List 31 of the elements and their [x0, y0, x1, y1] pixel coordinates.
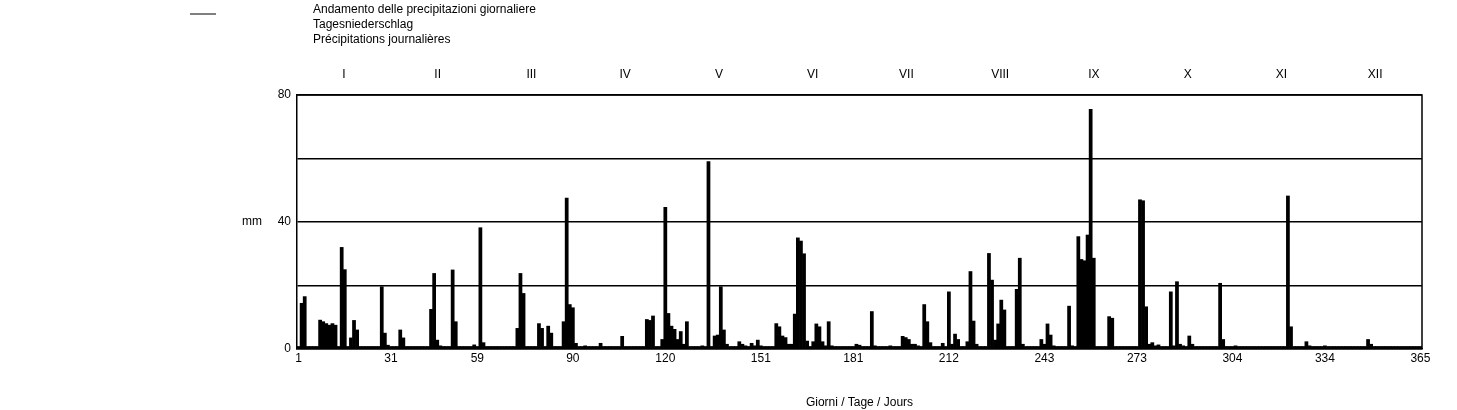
- x-tick-label: 304: [1222, 350, 1243, 365]
- x-tick-label: 212: [938, 350, 960, 365]
- x-tick-label: 273: [1126, 350, 1148, 365]
- text: V: [714, 67, 723, 82]
- text: VI: [806, 67, 819, 82]
- y-tick-label: 0: [284, 341, 292, 356]
- text: II: [434, 67, 441, 82]
- x-tick-label: 90: [566, 350, 580, 365]
- x-tick-label: 365: [1410, 350, 1431, 365]
- text: X: [1183, 67, 1192, 82]
- text: VII: [899, 67, 914, 82]
- x-tick-label: 120: [655, 350, 676, 365]
- text: IX: [1088, 67, 1100, 82]
- y-tick-label: 80: [277, 87, 292, 102]
- x-tick-label: 243: [1034, 350, 1055, 365]
- x-tick-label: 59: [470, 350, 485, 365]
- text: VIII: [991, 67, 1010, 82]
- text: I: [342, 67, 346, 82]
- text: IV: [619, 67, 631, 82]
- x-tick-label: 334: [1314, 350, 1336, 365]
- y-axis-title: mm: [242, 214, 262, 229]
- x-tick-label: 151: [750, 350, 772, 365]
- text: XII: [1367, 67, 1383, 82]
- x-axis-title: Giorni / Tage / Jours: [805, 395, 914, 410]
- x-tick-label: 1: [295, 350, 303, 365]
- y-tick-label: 40: [277, 214, 292, 229]
- text: Andamento delle precipitazioni giornaliere Tagesniederschlag Précipitations journalières: [313, 2, 537, 47]
- text: XI: [1275, 67, 1288, 82]
- x-tick-label: 31: [384, 350, 398, 365]
- text: III: [526, 67, 537, 82]
- x-tick-label: 181: [843, 350, 864, 365]
